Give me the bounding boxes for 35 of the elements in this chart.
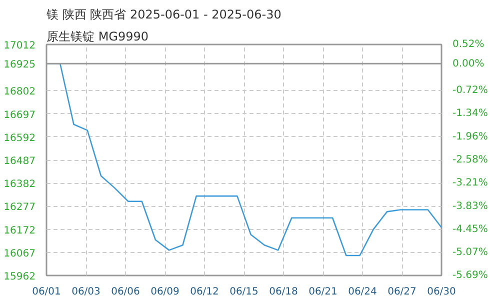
y-tick-label: 16592 xyxy=(4,132,36,144)
x-tick-label: 06/24 xyxy=(348,286,377,298)
x-tick-label: 06/27 xyxy=(388,286,416,298)
y2-tick-label: -5.07% xyxy=(452,246,488,258)
x-tick-label: 06/15 xyxy=(230,286,258,298)
x-tick-label: 06/03 xyxy=(72,286,100,298)
y-tick-label: 16172 xyxy=(4,225,36,236)
x-tick-label: 06/01 xyxy=(32,286,61,298)
y2-tick-label: 0.00% xyxy=(452,58,484,70)
y2-tick-label: -3.83% xyxy=(452,200,488,212)
y-tick-label: 16382 xyxy=(4,179,36,190)
x-tick-label: 06/30 xyxy=(427,286,456,298)
chart-title: 镁 陕西 陕西省 2025-06-01 - 2025-06-30 xyxy=(46,8,282,22)
y-tick-label: 16277 xyxy=(4,202,36,214)
y-tick-label: 17012 xyxy=(4,40,36,52)
x-tick-label: 06/06 xyxy=(111,286,140,298)
x-tick-label: 06/18 xyxy=(269,286,298,298)
x-tick-label: 06/09 xyxy=(150,286,180,298)
y2-tick-label: -3.21% xyxy=(452,178,488,189)
y2-tick-label: -4.45% xyxy=(452,224,488,235)
y2-tick-label: -5.69% xyxy=(452,270,488,281)
y-tick-label: 16067 xyxy=(4,248,36,260)
y-tick-label: 16697 xyxy=(4,110,36,121)
y2-tick-label: -1.34% xyxy=(452,108,488,120)
y2-tick-label: 0.52% xyxy=(452,39,484,50)
y2-tick-label: -0.72% xyxy=(452,85,488,96)
y-tick-label: 16802 xyxy=(4,86,36,98)
y-tick-label: 16925 xyxy=(4,60,36,71)
y-tick-label: 16487 xyxy=(4,156,36,167)
x-tick-label: 06/21 xyxy=(308,286,338,298)
y-tick-label: 15962 xyxy=(4,272,36,282)
chart-subtitle: 原生镁锭 MG9990 xyxy=(46,30,149,44)
y2-tick-label: -2.58% xyxy=(452,154,488,166)
x-tick-label: 06/12 xyxy=(190,286,219,298)
y2-tick-label: -1.96% xyxy=(452,131,488,142)
